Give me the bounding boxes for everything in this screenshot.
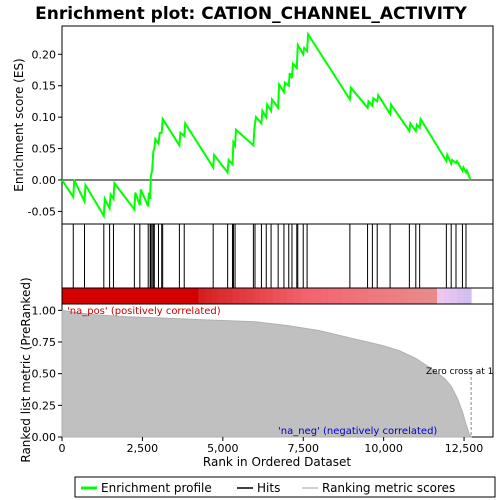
heat-bar-segment bbox=[355, 288, 363, 304]
heat-bar-segment bbox=[259, 288, 268, 304]
rank-ytick-label: 0.25 bbox=[32, 399, 57, 412]
rank-ytick-label: 1.00 bbox=[32, 304, 57, 317]
heat-bar-segment bbox=[321, 288, 329, 304]
correlation-heat-bar bbox=[61, 287, 494, 305]
heat-bar-segment bbox=[334, 288, 343, 304]
heat-bar-segment bbox=[150, 288, 158, 304]
heat-bar-segment bbox=[450, 288, 458, 304]
heat-bar-segment bbox=[171, 288, 179, 304]
heat-bar-segment bbox=[232, 288, 240, 304]
xtick-label: 10,000 bbox=[364, 442, 403, 455]
xtick-label: 2,500 bbox=[127, 442, 159, 455]
heat-bar-segment bbox=[62, 288, 70, 304]
heat-bar-segment bbox=[314, 288, 322, 304]
es-ytick-label: 0.05 bbox=[32, 143, 57, 156]
heat-bar-segment bbox=[252, 288, 261, 304]
heat-bar-segment bbox=[143, 288, 152, 304]
heat-bar-segment bbox=[266, 288, 274, 304]
heat-bar-segment bbox=[280, 288, 288, 304]
positive-label: 'na_pos' (positively correlated) bbox=[67, 306, 221, 317]
heat-bar-segment bbox=[464, 288, 472, 304]
heat-bar-segment bbox=[273, 288, 281, 304]
es-ytick-label: 0.10 bbox=[32, 111, 57, 124]
heat-bar-segment bbox=[177, 288, 186, 304]
legend-enrichment-label: Enrichment profile bbox=[101, 481, 212, 495]
x-axis-label: Rank in Ordered Dataset bbox=[203, 455, 351, 469]
heat-bar-segment bbox=[443, 288, 452, 304]
heat-bar-segment bbox=[457, 288, 465, 304]
xtick-label: 0 bbox=[59, 442, 66, 455]
xtick-label: 12,500 bbox=[445, 442, 484, 455]
heat-bar-segment bbox=[293, 288, 302, 304]
heat-bar-segment bbox=[239, 288, 247, 304]
heat-bar-segment bbox=[164, 288, 172, 304]
heat-bar-segment bbox=[205, 288, 213, 304]
legend: Enrichment profile Hits Ranking metric s… bbox=[74, 476, 496, 498]
es-ytick-label: 0.20 bbox=[32, 48, 57, 61]
heat-bar-segment bbox=[218, 288, 227, 304]
heat-bar-segment bbox=[212, 288, 220, 304]
heat-bar-segment bbox=[368, 288, 377, 304]
heat-bar-segment bbox=[437, 288, 445, 304]
heat-bar-segment bbox=[191, 288, 199, 304]
heat-bar-segment bbox=[327, 288, 336, 304]
heat-bar-segment bbox=[402, 288, 411, 304]
heat-bar-segment bbox=[225, 288, 233, 304]
legend-hits-label: Hits bbox=[257, 481, 280, 495]
heat-bar-segment bbox=[102, 288, 111, 304]
heat-bar-segment bbox=[423, 288, 431, 304]
heat-bar-segment bbox=[287, 288, 295, 304]
hits-panel-frame bbox=[61, 223, 494, 289]
es-ytick-label: 0.00 bbox=[32, 174, 57, 187]
heat-bar-segment bbox=[375, 288, 383, 304]
heat-bar-segment bbox=[184, 288, 193, 304]
legend-ranking-label: Ranking metric scores bbox=[322, 481, 455, 495]
heat-bar-segment bbox=[198, 288, 206, 304]
heat-bar-segment bbox=[82, 288, 90, 304]
heat-bar-segment bbox=[89, 288, 97, 304]
negative-label: 'na_neg' (negatively correlated) bbox=[278, 426, 437, 437]
heat-bar-segment bbox=[109, 288, 118, 304]
heat-bar-segment bbox=[246, 288, 254, 304]
heat-bar-segment bbox=[300, 288, 308, 304]
heat-bar-segment bbox=[430, 288, 438, 304]
rank-ytick-label: 0.50 bbox=[32, 368, 57, 381]
rank-ytick-label: 0.75 bbox=[32, 336, 57, 349]
heat-bar-segment bbox=[75, 288, 83, 304]
ranking-axis-label: Ranked list metric (PreRanked) bbox=[19, 277, 33, 462]
ranking-metric-area bbox=[61, 309, 472, 438]
heat-bar-segment bbox=[157, 288, 165, 304]
heat-bar-segment bbox=[96, 288, 104, 304]
es-ytick-label: -0.05 bbox=[28, 205, 56, 218]
heat-bar-segment bbox=[130, 288, 138, 304]
xtick-label: 5,000 bbox=[207, 442, 239, 455]
zero-cross-label: Zero cross at 1 bbox=[426, 367, 493, 377]
heat-bar-segment bbox=[389, 288, 397, 304]
heat-bar-segment bbox=[137, 288, 145, 304]
es-axis-label: Enrichment score (ES) bbox=[12, 58, 26, 191]
heat-bar-segment bbox=[68, 288, 77, 304]
heat-bar-segment bbox=[382, 288, 390, 304]
chart-title: Enrichment plot: CATION_CHANNEL_ACTIVITY bbox=[35, 4, 467, 24]
heat-bar-segment bbox=[341, 288, 349, 304]
rank-ytick-label: 0.00 bbox=[32, 431, 57, 444]
heat-bar-segment bbox=[396, 288, 404, 304]
heat-bar-segment bbox=[362, 288, 370, 304]
heat-bar-segment bbox=[123, 288, 131, 304]
xtick-label: 7,500 bbox=[287, 442, 319, 455]
heat-bar-segment bbox=[116, 288, 124, 304]
heat-bar-segment bbox=[307, 288, 315, 304]
heat-bar-segment bbox=[416, 288, 424, 304]
heat-bar-segment bbox=[348, 288, 356, 304]
es-panel-frame bbox=[61, 25, 494, 225]
es-ytick-label: 0.15 bbox=[32, 80, 57, 93]
heat-bar-segment bbox=[409, 288, 418, 304]
enrichment-profile-line bbox=[61, 31, 472, 220]
